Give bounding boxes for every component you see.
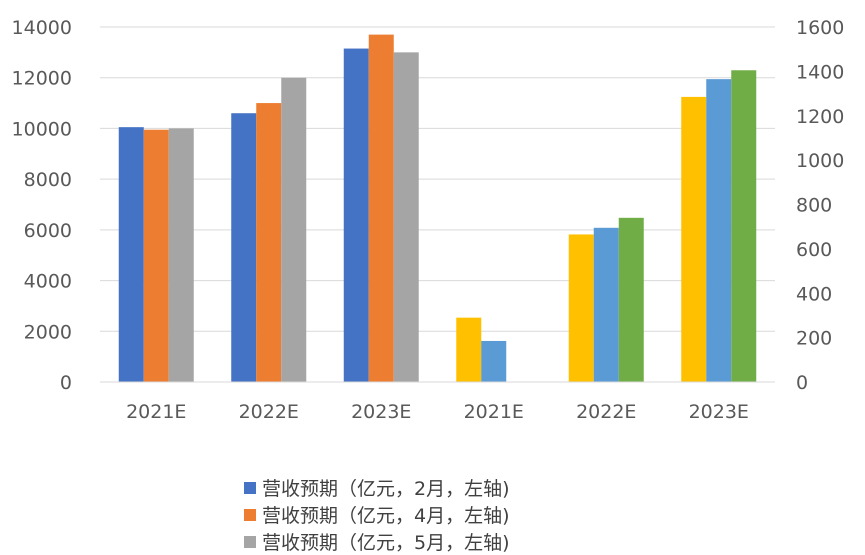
bar xyxy=(343,48,369,383)
bar xyxy=(143,129,169,382)
right-tick-label: 1000 xyxy=(796,150,844,172)
bar xyxy=(593,227,619,382)
right-tick-label: 0 xyxy=(796,372,808,394)
left-tick-label: 14000 xyxy=(12,17,72,39)
legend-entry: 营收预期（亿元，5月，左轴) xyxy=(244,528,510,555)
category-label: 2022E xyxy=(239,401,299,423)
left-tick-label: 6000 xyxy=(24,220,72,242)
bar xyxy=(618,217,644,382)
legend-entry: 营收预期（亿元，2月，左轴) xyxy=(244,474,510,501)
bar xyxy=(231,113,257,382)
bar xyxy=(568,234,594,382)
legend-swatch xyxy=(244,481,256,494)
right-tick-label: 1600 xyxy=(796,17,844,39)
bars xyxy=(118,34,757,383)
bar xyxy=(481,340,507,382)
x-axis-ticks: 2021E 2022E 2023E 2021E 2022E 2023E xyxy=(126,401,749,423)
legend: 营收预期（亿元，2月，左轴) 营收预期（亿元，4月，左轴) 营收预期（亿元，5月… xyxy=(244,474,510,555)
legend-entry: 营收预期（亿元，4月，左轴) xyxy=(244,501,510,528)
right-axis-ticks: 0 200 400 600 800 1000 1200 1400 1600 xyxy=(796,17,844,394)
legend-label: 营收预期（亿元，4月，左轴) xyxy=(262,505,510,527)
left-tick-label: 4000 xyxy=(24,271,72,293)
bar xyxy=(456,317,482,382)
right-tick-label: 200 xyxy=(796,328,832,350)
bar xyxy=(118,127,144,383)
category-label: 2023E xyxy=(351,401,411,423)
legend-swatch xyxy=(244,508,256,521)
right-tick-label: 1400 xyxy=(796,61,844,83)
category-label: 2021E xyxy=(464,401,524,423)
legend-label: 营收预期（亿元，5月，左轴) xyxy=(262,532,510,554)
bar xyxy=(281,77,307,382)
bar xyxy=(393,52,419,382)
bar xyxy=(731,70,757,382)
left-axis-ticks: 0 2000 4000 6000 8000 10000 12000 14000 xyxy=(12,17,72,394)
left-tick-label: 10000 xyxy=(12,118,72,140)
category-label: 2022E xyxy=(576,401,636,423)
left-tick-label: 8000 xyxy=(24,169,72,191)
chart: 0 2000 4000 6000 8000 10000 12000 14000 0 200 400… xyxy=(12,17,845,423)
right-tick-label: 600 xyxy=(796,239,832,261)
left-tick-label: 12000 xyxy=(12,68,72,90)
bar xyxy=(706,79,732,382)
left-tick-label: 0 xyxy=(60,372,72,394)
legend-swatch xyxy=(244,535,256,548)
category-label: 2023E xyxy=(689,401,749,423)
bar xyxy=(368,34,394,382)
grid-lines xyxy=(100,26,775,383)
category-label: 2021E xyxy=(126,401,186,423)
left-tick-label: 2000 xyxy=(24,321,72,343)
right-tick-label: 1200 xyxy=(796,106,844,128)
bar xyxy=(256,103,282,383)
legend-label: 营收预期（亿元，2月，左轴) xyxy=(262,478,510,500)
bar xyxy=(168,128,194,382)
bar xyxy=(681,96,707,382)
right-tick-label: 400 xyxy=(796,283,832,305)
right-tick-label: 800 xyxy=(796,195,832,217)
